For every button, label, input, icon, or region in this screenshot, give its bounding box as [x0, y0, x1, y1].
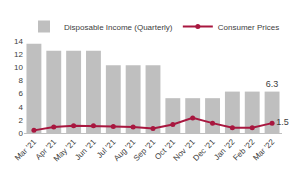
svg-text:Aug '21: Aug '21 — [112, 137, 138, 163]
svg-text:0: 0 — [19, 129, 24, 138]
svg-text:Jan '22: Jan '22 — [212, 137, 237, 162]
svg-text:8: 8 — [19, 76, 24, 85]
svg-text:Disposable Income (Quarterly): Disposable Income (Quarterly) — [64, 23, 173, 32]
svg-text:10: 10 — [14, 63, 23, 72]
svg-text:May '21: May '21 — [52, 137, 78, 163]
svg-text:Dec '21: Dec '21 — [191, 137, 217, 163]
svg-text:12: 12 — [14, 50, 23, 59]
svg-text:Sep '21: Sep '21 — [132, 137, 158, 163]
svg-text:1.5: 1.5 — [276, 117, 289, 127]
svg-text:Nov '21: Nov '21 — [172, 137, 198, 163]
svg-text:Feb '22: Feb '22 — [231, 137, 256, 162]
svg-text:Jun '21: Jun '21 — [73, 137, 98, 162]
svg-text:Apr '21: Apr '21 — [34, 137, 59, 162]
svg-text:Oct '21: Oct '21 — [153, 137, 177, 161]
svg-text:6: 6 — [19, 89, 24, 98]
svg-text:14: 14 — [14, 37, 23, 46]
svg-text:2: 2 — [19, 116, 24, 125]
svg-text:Jul '21: Jul '21 — [95, 137, 118, 160]
svg-text:Mar '21: Mar '21 — [13, 137, 38, 162]
svg-text:Mar '22: Mar '22 — [251, 137, 276, 162]
svg-text:Consumer Prices: Consumer Prices — [218, 23, 279, 32]
svg-text:6.3: 6.3 — [266, 79, 279, 89]
svg-text:4: 4 — [19, 103, 24, 112]
